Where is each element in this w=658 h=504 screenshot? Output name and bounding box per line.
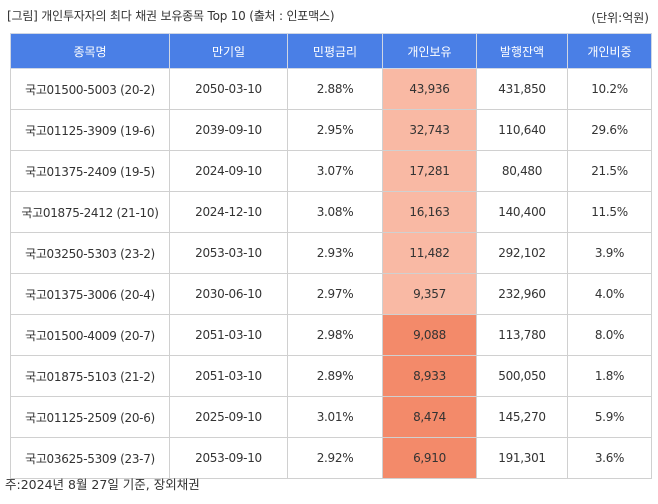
cell-name: 국고01500-5003 (20-2) [10, 68, 170, 110]
cell-retail: 16,163 [382, 191, 477, 233]
cell-maturity: 2024-12-10 [169, 191, 288, 233]
cell-maturity: 2051-03-10 [169, 355, 288, 397]
cell-name: 국고01125-3909 (19-6) [10, 109, 170, 151]
cell-share: 3.6% [567, 437, 652, 479]
table-row: 국고01125-2509 (20-6) 2025-09-10 3.01% 8,474 1… [10, 396, 652, 438]
cell-rate: 2.89% [287, 355, 383, 397]
cell-share: 29.6% [567, 109, 652, 151]
cell-maturity: 2053-03-10 [169, 232, 288, 274]
cell-share: 3.9% [567, 232, 652, 274]
cell-issued: 232,960 [476, 273, 568, 315]
cell-rate: 3.08% [287, 191, 383, 233]
cell-rate: 2.92% [287, 437, 383, 479]
cell-share: 5.9% [567, 396, 652, 438]
col-header-rate: 민평금리 [287, 33, 383, 69]
cell-share: 10.2% [567, 68, 652, 110]
cell-name: 국고01500-4009 (20-7) [10, 314, 170, 356]
cell-rate: 2.97% [287, 273, 383, 315]
cell-maturity: 2051-03-10 [169, 314, 288, 356]
cell-rate: 2.88% [287, 68, 383, 110]
table-row: 국고01875-5103 (21-2) 2051-03-10 2.89% 8,933 5… [10, 355, 652, 397]
holdings-table: 종목명 만기일 민평금리 개인보유 발행잔액 개인비중 국고01500-5003… [10, 33, 652, 479]
cell-retail: 17,281 [382, 150, 477, 192]
cell-name: 국고01375-3006 (20-4) [10, 273, 170, 315]
cell-rate: 2.98% [287, 314, 383, 356]
cell-rate: 3.07% [287, 150, 383, 192]
cell-share: 1.8% [567, 355, 652, 397]
table-header-row: 종목명 만기일 민평금리 개인보유 발행잔액 개인비중 [10, 33, 652, 69]
col-header-name: 종목명 [10, 33, 170, 69]
table-row: 국고01875-2412 (21-10) 2024-12-10 3.08% 16,16… [10, 191, 652, 233]
cell-issued: 140,400 [476, 191, 568, 233]
cell-maturity: 2030-06-10 [169, 273, 288, 315]
cell-name: 국고01875-5103 (21-2) [10, 355, 170, 397]
cell-retail: 9,357 [382, 273, 477, 315]
cell-issued: 113,780 [476, 314, 568, 356]
table-row: 국고03625-5309 (23-7) 2053-09-10 2.92% 6,910 1… [10, 437, 652, 479]
cell-retail: 8,474 [382, 396, 477, 438]
cell-maturity: 2039-09-10 [169, 109, 288, 151]
cell-retail: 32,743 [382, 109, 477, 151]
cell-maturity: 2053-09-10 [169, 437, 288, 479]
cell-share: 11.5% [567, 191, 652, 233]
cell-retail: 6,910 [382, 437, 477, 479]
cell-issued: 292,102 [476, 232, 568, 274]
cell-retail: 43,936 [382, 68, 477, 110]
col-header-share: 개인비중 [567, 33, 652, 69]
cell-share: 4.0% [567, 273, 652, 315]
cell-name: 국고03625-5309 (23-7) [10, 437, 170, 479]
table-row: 국고01375-2409 (19-5) 2024-09-10 3.07% 17,281… [10, 150, 652, 192]
unit-label: (단위:억원) [591, 11, 649, 25]
cell-share: 21.5% [567, 150, 652, 192]
cell-rate: 2.95% [287, 109, 383, 151]
cell-rate: 3.01% [287, 396, 383, 438]
cell-issued: 80,480 [476, 150, 568, 192]
cell-rate: 2.93% [287, 232, 383, 274]
col-header-issued: 발행잔액 [476, 33, 568, 69]
table-row: 국고01125-3909 (19-6) 2039-09-10 2.95% 32,743… [10, 109, 652, 151]
cell-maturity: 2050-03-10 [169, 68, 288, 110]
cell-share: 8.0% [567, 314, 652, 356]
col-header-maturity: 만기일 [169, 33, 288, 69]
cell-issued: 145,270 [476, 396, 568, 438]
cell-maturity: 2024-09-10 [169, 150, 288, 192]
footnote: 주:2024년 8월 27일 기준, 장외채권 [5, 477, 200, 492]
cell-issued: 191,301 [476, 437, 568, 479]
cell-issued: 500,050 [476, 355, 568, 397]
cell-retail: 9,088 [382, 314, 477, 356]
col-header-retail: 개인보유 [382, 33, 477, 69]
table-row: 국고03250-5303 (23-2) 2053-03-10 2.93% 11,482… [10, 232, 652, 274]
cell-retail: 11,482 [382, 232, 477, 274]
cell-name: 국고03250-5303 (23-2) [10, 232, 170, 274]
cell-issued: 431,850 [476, 68, 568, 110]
cell-maturity: 2025-09-10 [169, 396, 288, 438]
table-row: 국고01500-4009 (20-7) 2051-03-10 2.98% 9,088 1… [10, 314, 652, 356]
table-row: 국고01500-5003 (20-2) 2050-03-10 2.88% 43,936… [10, 68, 652, 110]
table-row: 국고01375-3006 (20-4) 2030-06-10 2.97% 9,357 2… [10, 273, 652, 315]
cell-issued: 110,640 [476, 109, 568, 151]
figure-title: [그림] 개인투자자의 최다 채권 보유종목 Top 10 (출처 : 인포맥스… [7, 9, 335, 23]
cell-retail: 8,933 [382, 355, 477, 397]
cell-name: 국고01375-2409 (19-5) [10, 150, 170, 192]
cell-name: 국고01875-2412 (21-10) [10, 191, 170, 233]
cell-name: 국고01125-2509 (20-6) [10, 396, 170, 438]
